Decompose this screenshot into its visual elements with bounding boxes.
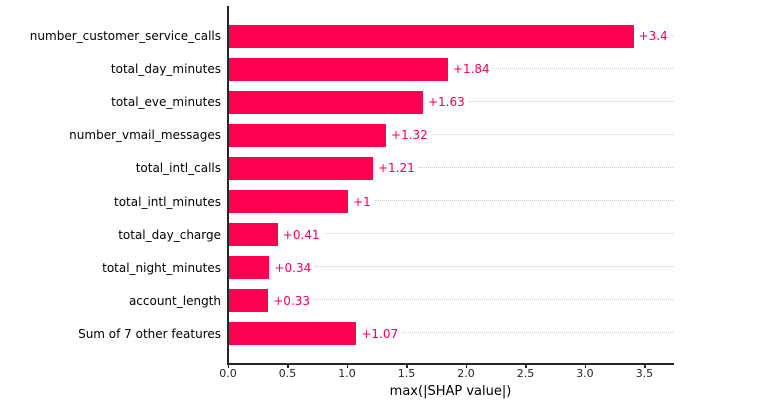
leader-dotted-line <box>493 67 673 69</box>
value-label: +0.34 <box>274 260 312 275</box>
value-label: +1.32 <box>391 128 428 143</box>
leader-dotted-line <box>671 34 673 36</box>
value-label: +1.21 <box>377 161 415 176</box>
bar <box>229 156 373 180</box>
x-tick-label: 0.0 <box>219 367 237 380</box>
category-label: total_day_minutes <box>110 62 221 77</box>
x-axis-title: max(|SHAP value|) <box>389 384 512 399</box>
value-row: +1.21 <box>378 158 673 178</box>
bar <box>229 57 448 81</box>
bar <box>229 123 387 147</box>
leader-dotted-line <box>431 133 673 135</box>
x-tick-mark <box>228 364 230 368</box>
value-row: +0.34 <box>274 258 673 278</box>
value-label: +3.4 <box>638 29 668 43</box>
x-tick-mark <box>465 364 468 368</box>
value-row: +1 <box>353 192 673 212</box>
category-label: total_intl_calls <box>135 161 221 176</box>
category-label: account_length <box>128 293 221 308</box>
value-row: +0.33 <box>273 291 673 311</box>
leader-dotted-line <box>323 233 673 235</box>
leader-dotted-line <box>418 166 673 168</box>
value-label: +0.33 <box>273 293 311 308</box>
x-tick-mark <box>584 364 587 368</box>
x-tick-mark <box>406 364 408 368</box>
value-row: +1.63 <box>428 92 673 112</box>
x-tick-label: 3.5 <box>635 367 654 380</box>
value-label: +0.41 <box>282 227 320 242</box>
category-label: total_intl_minutes <box>114 194 221 209</box>
category-label: total_day_charge <box>118 227 221 242</box>
value-label: +1.07 <box>361 326 399 341</box>
leader-dotted-line <box>315 266 673 268</box>
x-tick-mark <box>644 364 646 368</box>
bar <box>229 256 270 280</box>
leader-dotted-line <box>314 299 673 301</box>
x-tick-label: 2.0 <box>457 367 475 380</box>
category-label: Sum of 7 other features <box>78 326 221 341</box>
value-row: +1.07 <box>361 324 673 344</box>
value-label: +1.84 <box>452 62 490 77</box>
bar <box>229 24 634 48</box>
category-label: total_eve_minutes <box>111 95 221 110</box>
x-tick-mark <box>525 364 527 368</box>
x-tick-label: 2.5 <box>516 367 535 380</box>
bar <box>229 322 357 346</box>
x-axis-spine <box>227 363 674 365</box>
bar <box>229 190 348 213</box>
category-label: number_vmail_messages <box>69 128 221 143</box>
x-tick-mark <box>346 364 349 368</box>
bar <box>229 90 423 114</box>
leader-dotted-line <box>468 100 673 102</box>
x-tick-label: 1.0 <box>338 367 356 380</box>
value-row: +1.84 <box>453 59 673 79</box>
leader-dotted-line <box>402 332 673 334</box>
category-label: total_night_minutes <box>102 260 221 275</box>
value-label: +1 <box>352 194 371 209</box>
x-tick-mark <box>287 364 289 368</box>
x-tick-label: 0.5 <box>278 367 297 380</box>
x-tick-label: 3.0 <box>576 367 594 380</box>
leader-dotted-line <box>374 200 673 201</box>
y-axis-spine <box>227 6 229 364</box>
x-tick-label: 1.5 <box>397 367 416 380</box>
value-row: +0.41 <box>283 225 673 245</box>
category-label: number_customer_service_calls <box>29 29 221 43</box>
bar <box>229 289 269 313</box>
value-row: +1.32 <box>391 125 673 145</box>
value-row: +3.4 <box>639 26 673 46</box>
bar <box>229 223 278 247</box>
value-label: +1.63 <box>427 95 465 110</box>
